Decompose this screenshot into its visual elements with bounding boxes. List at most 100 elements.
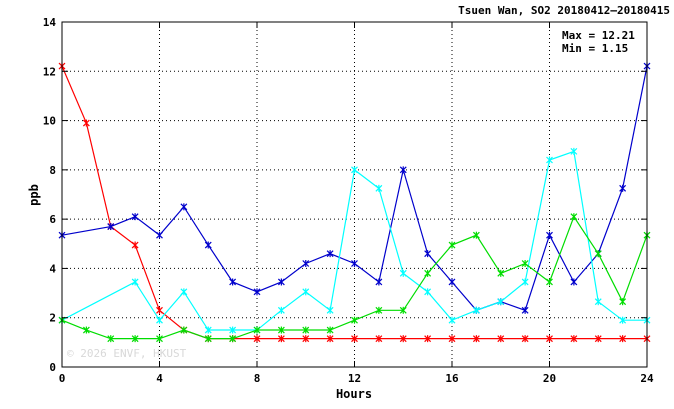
data-point: [156, 306, 163, 314]
data-point: [472, 335, 480, 343]
data-point: [156, 316, 163, 324]
data-point: [107, 223, 115, 231]
data-point: [302, 326, 310, 334]
series-line: [61, 65, 648, 312]
data-point: [180, 288, 188, 296]
data-point: [351, 335, 358, 343]
y-tick-label: 12: [43, 65, 56, 78]
data-point: [619, 316, 627, 324]
series-layer: [58, 62, 651, 343]
watermark-text: © 2026 ENVF, HKUST: [67, 347, 187, 360]
data-point: [619, 298, 627, 306]
data-point: [399, 166, 407, 174]
data-point: [277, 335, 285, 343]
data-point: [107, 335, 115, 343]
data-point: [399, 306, 407, 314]
data-point: [570, 278, 578, 286]
data-point: [448, 278, 456, 286]
data-point: [424, 269, 432, 277]
y-tick-label: 4: [49, 262, 56, 275]
x-tick-label: 20: [543, 372, 556, 385]
data-point: [472, 231, 480, 239]
data-point: [351, 166, 358, 174]
data-point: [351, 316, 358, 324]
data-point: [424, 335, 432, 343]
data-point: [326, 250, 334, 258]
data-point: [497, 298, 505, 306]
data-point: [82, 326, 90, 334]
data-point: [326, 326, 334, 334]
data-point: [375, 306, 383, 314]
y-tick-label: 2: [49, 312, 56, 325]
data-point: [594, 335, 602, 343]
data-point: [399, 335, 407, 343]
data-point: [594, 250, 602, 258]
data-point: [546, 278, 553, 286]
data-point: [448, 316, 456, 324]
data-point: [302, 335, 310, 343]
data-point: [131, 213, 139, 221]
stat-max: Max = 12.21: [562, 29, 635, 42]
data-point: [277, 306, 285, 314]
y-tick-label: 0: [49, 361, 56, 374]
y-axis-label: ppb: [27, 184, 41, 206]
data-point: [82, 119, 90, 127]
data-point: [375, 184, 383, 192]
series-2: [58, 62, 651, 314]
data-point: [497, 269, 505, 277]
chart-title: Tsuen Wan, SO2 20180412–20180415: [458, 4, 670, 17]
x-tick-label: 12: [348, 372, 361, 385]
data-point: [156, 231, 163, 239]
watermark: © 2026 ENVF, HKUST: [67, 347, 187, 360]
data-point: [619, 184, 627, 192]
data-point: [302, 288, 310, 296]
data-point: [472, 306, 480, 314]
x-tick-label: 4: [156, 372, 163, 385]
data-point: [131, 335, 139, 343]
data-point: [375, 278, 383, 286]
y-tick-label: 8: [49, 164, 56, 177]
data-point: [546, 231, 553, 239]
data-point: [204, 241, 212, 249]
data-point: [570, 213, 578, 221]
x-axis-label: Hours: [336, 387, 372, 401]
data-point: [229, 335, 237, 343]
data-point: [156, 335, 163, 343]
data-point: [204, 326, 212, 334]
data-point: [570, 335, 578, 343]
data-point: [131, 241, 139, 249]
data-point: [521, 335, 529, 343]
data-point: [229, 326, 237, 334]
data-point: [594, 298, 602, 306]
data-point: [204, 335, 212, 343]
x-tick-label: 24: [640, 372, 654, 385]
data-point: [229, 278, 237, 286]
data-point: [424, 288, 432, 296]
data-point: [399, 269, 407, 277]
data-point: [253, 288, 261, 296]
data-point: [180, 326, 188, 334]
y-tick-label: 14: [43, 16, 57, 29]
data-point: [351, 260, 358, 267]
data-point: [448, 241, 456, 249]
data-point: [448, 335, 456, 343]
x-tick-label: 16: [445, 372, 459, 385]
data-point: [180, 203, 188, 211]
data-point: [277, 326, 285, 334]
data-point: [302, 260, 310, 267]
data-point: [546, 156, 553, 164]
data-point: [326, 335, 334, 343]
x-tick-label: 0: [59, 372, 66, 385]
data-point: [497, 335, 505, 343]
data-point: [131, 278, 139, 286]
data-point: [253, 335, 261, 343]
series-3: [58, 147, 651, 334]
data-point: [277, 278, 285, 286]
stat-min: Min = 1.15: [562, 42, 628, 55]
x-tick-label: 8: [254, 372, 261, 385]
data-point: [253, 326, 261, 334]
y-tick-label: 6: [49, 213, 56, 226]
data-point: [619, 335, 627, 343]
